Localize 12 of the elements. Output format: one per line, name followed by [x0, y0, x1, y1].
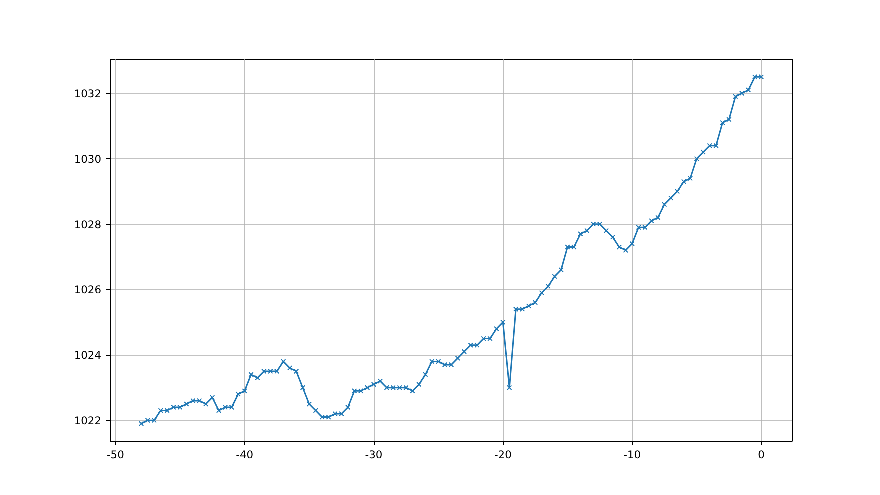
- y-tick-label: 1028: [74, 218, 102, 232]
- y-tick-label: 1032: [74, 88, 102, 101]
- x-tick-label: -40: [236, 448, 254, 462]
- y-tick-label: 1024: [74, 349, 102, 362]
- x-tick-label: 0: [758, 448, 766, 462]
- y-tick-label: 1026: [74, 284, 102, 297]
- y-tick-label: 1022: [74, 414, 102, 428]
- x-tick-label: -30: [365, 448, 383, 462]
- x-tick-label: -20: [494, 448, 512, 462]
- y-tick-label: 1030: [74, 152, 102, 166]
- x-tick-label: -50: [106, 448, 125, 462]
- x-tick-label: -10: [624, 448, 642, 462]
